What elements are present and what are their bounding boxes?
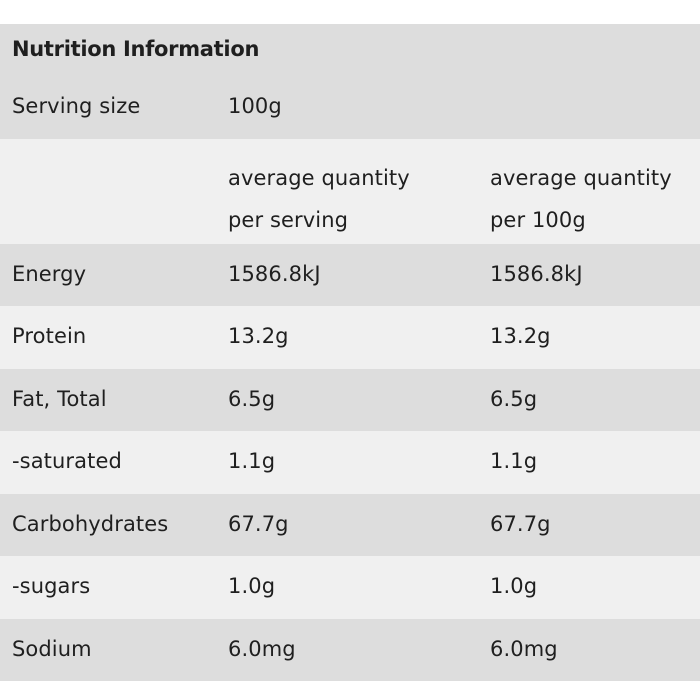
serving-size-row: Serving size 100g — [0, 76, 700, 139]
nutrient-name: -sugars — [12, 574, 91, 598]
per-100g-value: 1.0g — [490, 574, 538, 598]
per-serving-value: 67.7g — [228, 511, 289, 536]
per-100g-value: 67.7g — [490, 511, 551, 536]
nutrient-name: Energy — [12, 261, 87, 286]
table-row: Sodium 6.0mg 6.0mg — [0, 618, 700, 681]
serving-size-value: 100g — [228, 94, 282, 118]
nutrition-table: Nutrition Information Serving size 100g … — [0, 24, 700, 681]
per-serving-value: 1586.8kJ — [228, 261, 321, 286]
nutrient-name: Fat, Total — [12, 386, 107, 411]
per-serving-value: 6.5g — [228, 386, 276, 411]
per-100g-value: 1.1g — [490, 449, 538, 473]
per-100g-header-line2: per 100g — [490, 207, 586, 232]
per-serving-header-line1: average quantity — [228, 165, 410, 190]
table-row: -sugars 1.0g 1.0g — [0, 556, 700, 619]
column-header-row: average quantity per serving average qua… — [0, 138, 700, 244]
table-row: Energy 1586.8kJ 1586.8kJ — [0, 243, 700, 306]
per-serving-value: 6.0mg — [228, 636, 296, 661]
table-title-row: Nutrition Information — [0, 24, 700, 76]
per-100g-value: 6.5g — [490, 386, 538, 411]
nutrient-name: Sodium — [12, 636, 92, 661]
nutrient-name: Carbohydrates — [12, 511, 169, 536]
per-100g-value: 13.2g — [490, 324, 551, 348]
table-row: Carbohydrates 67.7g 67.7g — [0, 493, 700, 556]
per-serving-header-line2: per serving — [228, 207, 349, 232]
per-serving-value: 1.0g — [228, 574, 276, 598]
per-100g-header-line1: average quantity — [490, 165, 672, 190]
nutrient-name: -saturated — [12, 449, 122, 473]
table-row: Fat, Total 6.5g 6.5g — [0, 368, 700, 431]
table-row: Protein 13.2g 13.2g — [0, 306, 700, 369]
table-row: -saturated 1.1g 1.1g — [0, 431, 700, 494]
per-100g-value: 1586.8kJ — [490, 261, 583, 286]
per-100g-value: 6.0mg — [490, 636, 558, 661]
table-title: Nutrition Information — [12, 37, 260, 61]
serving-size-label: Serving size — [12, 94, 141, 118]
per-serving-value: 13.2g — [228, 324, 289, 348]
per-serving-value: 1.1g — [228, 449, 276, 473]
nutrient-name: Protein — [12, 324, 87, 348]
